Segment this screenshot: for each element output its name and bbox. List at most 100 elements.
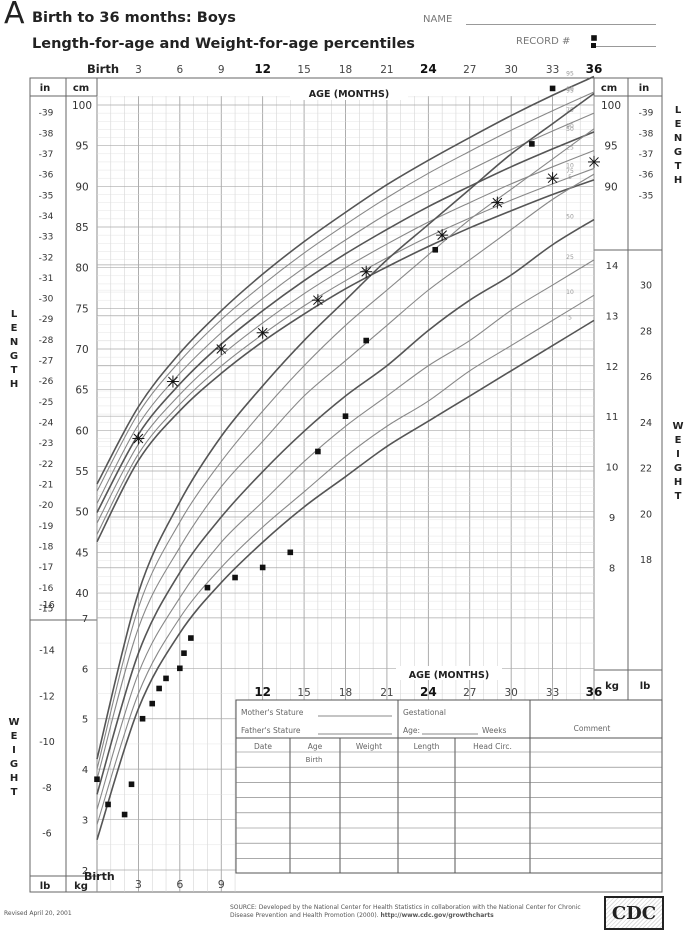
asterisk-stroke bbox=[216, 344, 227, 354]
in-tick-left: -32 bbox=[39, 253, 54, 263]
unit-kg-right: kg bbox=[605, 681, 619, 692]
in-tick-left: -29 bbox=[39, 315, 54, 325]
weight-percentile-label: 75 bbox=[566, 168, 574, 175]
lb-tick-left: -10 bbox=[39, 737, 55, 748]
record-form-panel bbox=[235, 699, 663, 874]
gestational-age-label: Age: bbox=[403, 726, 420, 735]
record-field[interactable] bbox=[596, 46, 656, 47]
gestational-label: Gestational bbox=[403, 708, 446, 717]
in-tick-left: -28 bbox=[39, 336, 54, 346]
length-point bbox=[132, 432, 145, 445]
name-field[interactable] bbox=[466, 24, 656, 25]
weeks-label: Weeks bbox=[482, 726, 507, 735]
weight-point bbox=[204, 584, 211, 591]
length-measurements bbox=[132, 155, 600, 445]
in-tick-right: -35 bbox=[639, 191, 654, 201]
bottom-age-tick: 6 bbox=[176, 878, 183, 891]
length-percentile-label: 50 bbox=[566, 126, 574, 133]
kg-tick-right: 11 bbox=[606, 412, 619, 423]
in-tick-left: -36 bbox=[39, 171, 54, 181]
length-point bbox=[311, 294, 324, 307]
form-column-header: Head Circ. bbox=[473, 742, 512, 751]
asterisk-stroke bbox=[589, 157, 599, 167]
birth-label-bottom: Birth bbox=[84, 870, 115, 883]
name-label: NAME bbox=[423, 14, 453, 25]
mothers-stature-label: Mother's Stature bbox=[241, 708, 304, 717]
weight-percentile-75 bbox=[96, 173, 595, 780]
panel-label: A bbox=[4, 0, 25, 31]
asterisk-stroke bbox=[133, 433, 144, 444]
weight-point bbox=[181, 650, 187, 656]
chart-title: Birth to 36 months: Boys bbox=[32, 10, 236, 26]
top-age-tick: 27 bbox=[463, 64, 476, 76]
in-tick-left: -37 bbox=[39, 150, 54, 160]
length-percentile-50 bbox=[96, 131, 595, 513]
kg-tick-left: 6 bbox=[82, 664, 88, 675]
weight-percentile-label: 5 bbox=[568, 314, 572, 321]
weight-point bbox=[529, 141, 535, 147]
weight-point bbox=[105, 801, 111, 808]
lb-tick-left: -14 bbox=[39, 646, 55, 657]
cm-tick-left: 60 bbox=[75, 425, 88, 437]
chart-frame bbox=[29, 77, 663, 893]
source-url[interactable]: http://www.cdc.gov/growthcharts bbox=[380, 912, 494, 919]
cm-tick-left: 80 bbox=[75, 263, 88, 275]
kg-tick-left: 3 bbox=[82, 816, 88, 827]
cm-tick-right: 100 bbox=[601, 100, 621, 112]
age-label-bg bbox=[396, 666, 502, 680]
top-age-tick: 12 bbox=[254, 62, 271, 76]
kg-tick-left: 7 bbox=[82, 614, 88, 625]
weight-percentile-label: 25 bbox=[566, 254, 574, 261]
top-age-tick: 18 bbox=[339, 64, 352, 76]
unit-lb-right: lb bbox=[640, 681, 651, 692]
top-age-tick: 30 bbox=[504, 64, 517, 76]
top-age-tick: 6 bbox=[176, 64, 183, 76]
in-tick-right: -39 bbox=[639, 109, 654, 119]
lb-tick-right: 28 bbox=[640, 326, 652, 337]
weight-point bbox=[342, 413, 349, 419]
in-tick-left: -30 bbox=[39, 295, 54, 305]
kg-tick-right: 10 bbox=[606, 463, 619, 474]
record-form: Mother's Stature Father's Stature Gestatio… bbox=[236, 700, 662, 873]
asterisk-stroke bbox=[168, 376, 178, 387]
asterisk-stroke bbox=[437, 230, 447, 240]
length-point bbox=[436, 229, 449, 242]
unit-lb-left: lb bbox=[40, 881, 51, 892]
length-point bbox=[256, 326, 269, 339]
in-tick-left: -21 bbox=[39, 481, 54, 491]
in-tick-left: -25 bbox=[39, 398, 54, 408]
kg-tick-right: 12 bbox=[606, 362, 619, 373]
cm-tick-left: 90 bbox=[75, 181, 88, 193]
mid-age-tick: 27 bbox=[463, 687, 476, 699]
cm-tick-left: 70 bbox=[75, 344, 88, 356]
cm-tick-left: 45 bbox=[75, 547, 88, 559]
asterisk-stroke bbox=[492, 197, 503, 208]
cm-tick-right: 90 bbox=[604, 181, 617, 193]
cm-tick-left: 85 bbox=[75, 222, 88, 234]
weight-percentile-label: 50 bbox=[566, 214, 574, 221]
lb-tick-right: 20 bbox=[640, 509, 652, 520]
weight-point bbox=[287, 549, 294, 556]
length-percentile-label: 25 bbox=[566, 145, 574, 152]
mid-age-tick: 33 bbox=[546, 687, 559, 699]
unit-in-right: in bbox=[639, 83, 650, 94]
length-point bbox=[588, 155, 600, 168]
weight-point bbox=[149, 700, 156, 707]
asterisk-stroke bbox=[257, 327, 268, 338]
asterisk-stroke bbox=[361, 266, 372, 277]
in-tick-right: -37 bbox=[639, 150, 654, 160]
weight-percentile-90 bbox=[96, 128, 595, 770]
chart-subtitle: Length-for-age and Weight-for-age percen… bbox=[32, 36, 415, 52]
cm-tick-left: 50 bbox=[75, 507, 88, 519]
weight-point bbox=[363, 337, 370, 344]
kg-tick-left: 5 bbox=[82, 715, 88, 726]
length-point bbox=[491, 196, 504, 209]
in-tick-left: -33 bbox=[39, 233, 54, 243]
in-tick-left: -38 bbox=[39, 129, 54, 139]
kg-tick-right: 8 bbox=[609, 563, 615, 574]
cdc-logo: CDC bbox=[604, 896, 664, 930]
age-label-bg bbox=[290, 86, 408, 100]
weight-percentile-50 bbox=[96, 218, 595, 795]
